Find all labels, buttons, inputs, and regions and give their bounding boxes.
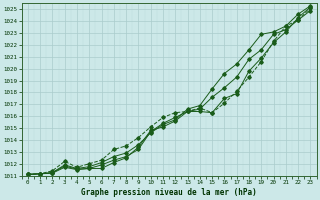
X-axis label: Graphe pression niveau de la mer (hPa): Graphe pression niveau de la mer (hPa) (81, 188, 257, 197)
